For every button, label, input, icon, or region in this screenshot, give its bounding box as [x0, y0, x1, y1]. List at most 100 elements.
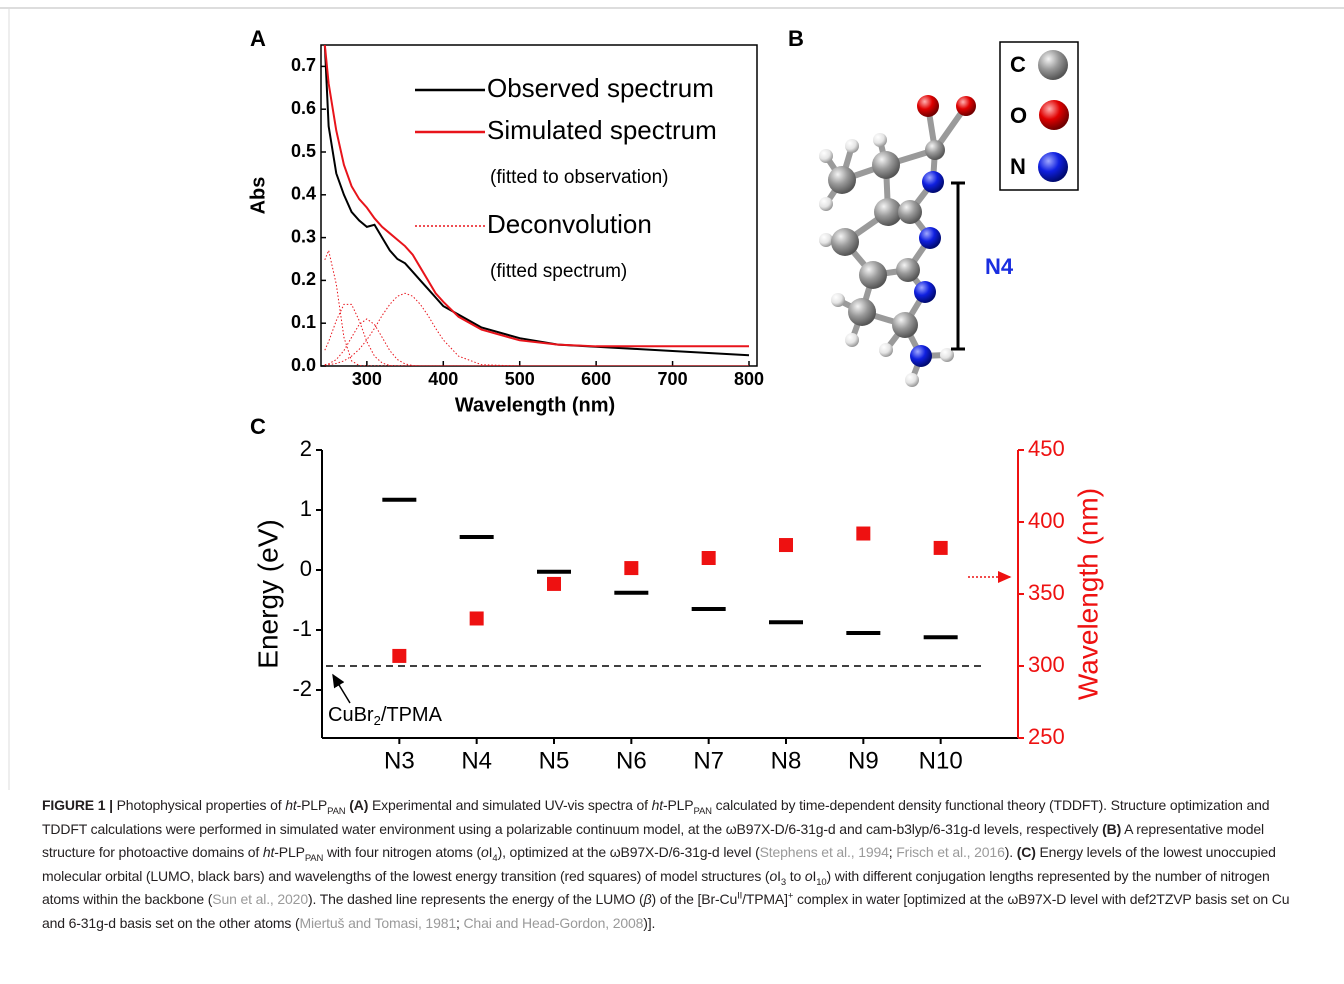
wavelength-marker: [547, 577, 561, 591]
y-tick-label: 0.2: [291, 269, 316, 289]
caption-text: PAN: [305, 853, 323, 864]
wavelength-marker: [470, 611, 484, 625]
legend-label: Observed spectrum: [487, 73, 714, 103]
annotation-arrow: [333, 675, 350, 703]
reference-label-part: 2: [374, 713, 381, 728]
y-tick-label: -2: [292, 676, 312, 701]
caption-text: Experimental and simulated UV-vis spectr…: [368, 797, 651, 813]
atom-legend-label: C: [1010, 52, 1026, 77]
y2-tick-label: 250: [1028, 724, 1065, 749]
caption-text: ), optimized at the ωB97X-D/6-31g-d leve…: [498, 844, 760, 860]
x-tick-label: N6: [616, 747, 647, 774]
x-tick-label: 500: [505, 369, 535, 389]
caption-text: ) of the [Br-Cu: [651, 891, 737, 907]
wavelength-marker: [856, 527, 870, 541]
citation[interactable]: Sun et al., 2020: [212, 891, 308, 907]
y-tick-label: 1: [300, 496, 312, 521]
atom-legend-label: N: [1010, 154, 1026, 179]
legend-label: Simulated spectrum: [487, 115, 717, 145]
x-tick-label: 600: [581, 369, 611, 389]
figure: N4 C O N B A3004005006007008000.00.10.20…: [0, 0, 1344, 790]
caption-text: ht: [285, 797, 296, 813]
y-tick-label: 0.0: [291, 355, 316, 375]
legend-note: (fitted spectrum): [490, 261, 627, 282]
caption-text: )].: [643, 915, 655, 931]
atom-legend-swatch: [1038, 152, 1068, 182]
caption-text: ).: [1005, 844, 1017, 860]
x-tick-label: 800: [734, 369, 764, 389]
x-tick-label: 300: [352, 369, 382, 389]
y-tick-label: 0.3: [291, 226, 316, 246]
atom-legend-swatch: [1039, 100, 1069, 130]
caption-text: -PLP: [663, 797, 694, 813]
bracket: [951, 183, 965, 349]
y2-axis-label: Wavelength (nm): [1072, 488, 1103, 700]
y2-tick-label: 300: [1028, 652, 1065, 677]
y-tick-label: -1: [292, 616, 312, 641]
reference-label: CuBr2/TPMA: [328, 704, 443, 728]
wavelength-marker: [702, 551, 716, 565]
deconvolution-curve: [325, 304, 749, 366]
y-tick-label: 0.6: [291, 98, 316, 118]
reference-label-part: /TPMA: [381, 704, 443, 726]
citation[interactable]: Miertuš and Tomasi, 1981: [300, 915, 456, 931]
caption-text: PAN: [694, 806, 712, 817]
x-tick-label: N9: [848, 747, 879, 774]
caption-text: -PLP: [274, 844, 305, 860]
caption-text: ). The dashed line represents the energy…: [308, 891, 644, 907]
caption-text: o: [481, 844, 489, 860]
y-tick-label: 0.7: [291, 55, 316, 75]
caption-text: o: [769, 868, 777, 884]
y2-tick-label: 350: [1028, 580, 1065, 605]
caption-text: Photophysical properties of: [113, 797, 285, 813]
legend-label: Deconvolution: [487, 209, 652, 239]
wavelength-marker: [779, 538, 793, 552]
citation[interactable]: Chai and Head-Gordon, 2008: [463, 915, 643, 931]
caption-text: ht: [263, 844, 274, 860]
caption-text: (A): [346, 797, 369, 813]
caption-text: FIGURE 1 |: [42, 797, 113, 813]
reference-label-part: CuBr: [328, 704, 374, 726]
x-tick-label: N4: [461, 747, 492, 774]
x-tick-label: N7: [693, 747, 724, 774]
panel-label: A: [250, 26, 266, 51]
caption-text: PAN: [327, 806, 345, 817]
caption-text: ht: [652, 797, 663, 813]
molecule-atoms: [819, 95, 976, 387]
y-tick-label: 2: [300, 436, 312, 461]
caption-text: -PLP: [297, 797, 328, 813]
x-axis-label: Wavelength (nm): [455, 394, 615, 416]
legend-note: (fitted to observation): [490, 167, 668, 188]
x-tick-label: N5: [539, 747, 570, 774]
page: N4 C O N B A3004005006007008000.00.10.20…: [0, 0, 1344, 984]
y-tick-label: 0.5: [291, 141, 316, 161]
figure-caption: FIGURE 1 | Photophysical properties of h…: [42, 794, 1306, 936]
bracket-label: N4: [985, 254, 1014, 279]
atom-legend-label: O: [1010, 103, 1027, 128]
x-tick-label: N10: [919, 747, 963, 774]
x-tick-label: N8: [771, 747, 802, 774]
panel-label: C: [250, 414, 266, 439]
citation[interactable]: Frisch et al., 2016: [896, 844, 1004, 860]
y2-tick-label: 400: [1028, 508, 1065, 533]
y-axis-label: Abs: [247, 177, 269, 215]
caption-text: (B): [1102, 821, 1121, 837]
y-tick-label: 0.4: [291, 184, 316, 204]
caption-text: 10: [816, 877, 826, 888]
citation[interactable]: Stephens et al., 1994: [760, 844, 889, 860]
y2-tick-label: 450: [1028, 436, 1065, 461]
y-axis-label: Energy (eV): [252, 519, 283, 668]
caption-text: /TPMA]: [742, 891, 788, 907]
deconvolution-curve: [325, 293, 749, 366]
atom-legend-swatch: [1038, 50, 1068, 80]
wavelength-marker: [392, 649, 406, 663]
y-tick-label: 0: [300, 556, 312, 581]
wavelength-marker: [934, 541, 948, 555]
panel-label: B: [788, 26, 804, 51]
x-tick-label: N3: [384, 747, 415, 774]
caption-text: (C): [1017, 844, 1036, 860]
caption-text: with four nitrogen atoms (: [323, 844, 481, 860]
wavelength-marker: [624, 561, 638, 575]
x-tick-label: 400: [428, 369, 458, 389]
caption-text: to: [786, 868, 805, 884]
